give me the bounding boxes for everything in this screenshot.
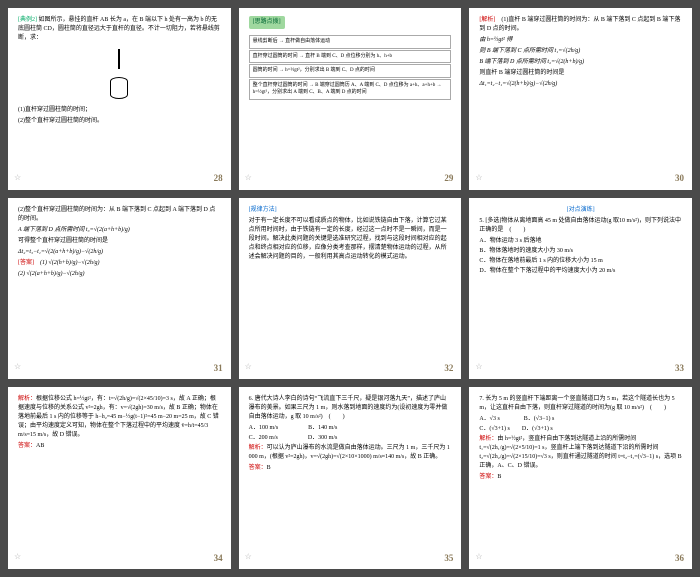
ans2: (2) √(2(a+h+b)/g)−√(2h/g) <box>18 270 221 279</box>
qnum: 7. <box>479 396 484 402</box>
formula: B 端下落到 D 点所需时间 t₂=√(2(h+b)/g) <box>479 58 682 67</box>
slide-31: (2)整个直杆穿过圆柱筒的时间为：从 B 端下落到 C 点起到 A 端下落到 D… <box>8 198 231 380</box>
choice: A．√3 s B．(√3−1) s <box>479 415 682 424</box>
cylinder <box>110 77 128 99</box>
answer: 答案：AB <box>18 442 221 451</box>
slide-34: 解析：根据位移公式 h=½gt²，有：t=√(2h/g)=√(2×45/10)=… <box>8 387 231 569</box>
formula: 则 B 端下落到 C 点所需时间 t₁=√(2h/g) <box>479 47 682 56</box>
formula: 由 h=½gt² 得 <box>479 36 682 45</box>
solution-text: [解析] (1)直杆 B 端穿过圆柱筒的时间为：从 B 端下落到 C 点起到 B… <box>479 16 682 34</box>
formula: Δt₁=t₂−t₁=√(2(h+b)/g)−√(2h/g) <box>479 80 682 89</box>
question: 7. 长为 5 m 的竖直杆下端距离一个竖直隧道口为 5 m，若这个隧道长也为 … <box>479 395 682 413</box>
qtext: 唐代大诗人李白的诗句“飞流直下三千尺，疑是银河落九天”，描述了庐山瀑布的美景。如… <box>249 396 448 420</box>
slide-29: [思路点拨] 悬线剪断后 → 直杆做自由落体运动 直杆穿过圆筒的时间 → 直杆 … <box>239 8 462 190</box>
answer-row: [答案] (1) √(2(h+b)/g)−√(2h/g) <box>18 259 221 268</box>
choice: C．200 m/s D．300 m/s <box>249 434 452 443</box>
slide-33: [对点演练] 5. [多选]物体从离地面高 45 m 处做自由落体运动(g 取1… <box>469 198 692 380</box>
problem-body: 如图所示，悬挂的直杆 AB 长为 a，在 B 端以下 h 处有一高为 b 的无底… <box>18 17 220 41</box>
star-icon: ☆ <box>245 551 252 563</box>
slide-number: 31 <box>214 362 223 376</box>
ans-text: AB <box>36 443 44 449</box>
heading-box: [思路点拨] <box>249 16 285 29</box>
flow-step: 整个直杆穿过圆筒的时间 → B 端穿过圆筒历 A、A 端到 C、D 点位移为 a… <box>249 79 452 100</box>
answer: 答案：B <box>249 464 452 473</box>
solution: 解析：可以认为庐山瀑布的水流是做自由落体运动。三尺为 1 m，三千尺为 1 00… <box>249 444 452 462</box>
text: 可得整个直杆穿过圆柱筒的时间是 <box>18 237 221 246</box>
question: 6. 唐代大诗人李白的诗句“飞流直下三千尺，疑是银河落九天”，描述了庐山瀑布的美… <box>249 395 452 422</box>
slide-35: 6. 唐代大诗人李白的诗句“飞流直下三千尺，疑是银河落九天”，描述了庐山瀑布的美… <box>239 387 462 569</box>
solution: 解析：根据位移公式 h=½gt²，有：t=√(2h/g)=√(2×45/10)=… <box>18 395 221 440</box>
question: 5. [多选]物体从离地面高 45 m 处做自由落体运动(g 取10 m/s²)… <box>479 217 682 235</box>
practice-label: [对点演练] <box>479 206 682 215</box>
answer-label: [答案] <box>18 260 34 266</box>
ans-text: B <box>267 465 271 471</box>
slide-number: 30 <box>675 172 684 186</box>
qtext: 长为 5 m 的竖直杆下端距离一个竖直隧道口为 5 m，若这个隧道长也为 5 m… <box>479 396 674 411</box>
qnum: 5. <box>479 218 484 224</box>
sol-label: 解析： <box>249 445 267 451</box>
star-icon: ☆ <box>475 551 482 563</box>
flow-step: 直杆穿过圆筒的时间 → 直杆 B 端到 C、D 点位移分别为 h、h+b <box>249 50 452 64</box>
answer: 答案：B <box>479 473 682 482</box>
ans-label: 答案： <box>18 443 36 449</box>
star-icon: ☆ <box>14 361 21 373</box>
sol-body: 根据位移公式 h=½gt²，有：t=√(2h/g)=√(2×45/10)=3 s… <box>18 396 219 438</box>
slide-number: 32 <box>444 362 453 376</box>
problem-label: [典例2] <box>18 17 37 23</box>
problem-text: [典例2] 如图所示，悬挂的直杆 AB 长为 a，在 B 端以下 h 处有一高为… <box>18 16 221 43</box>
slide-36: 7. 长为 5 m 的竖直杆下端距离一个竖直隧道口为 5 m，若这个隧道长也为 … <box>469 387 692 569</box>
flow-step: 圆筒的时间 → h=½gt²，分别求出 B 端到 C、D 点的时间 <box>249 64 452 78</box>
slide-number: 29 <box>444 172 453 186</box>
slide-number: 35 <box>444 552 453 566</box>
solution: 解析：由 h=½gt²，竖直杆自由下落到达隧道上沿的所需时间 t₁=√(2h₁/… <box>479 435 682 471</box>
question-2: (2)整个直杆穿过圆柱筒的时间。 <box>18 117 221 126</box>
star-icon: ☆ <box>14 551 21 563</box>
method-label: [规律方法] <box>249 206 452 215</box>
body: (2)整个直杆穿过圆柱筒的时间为：从 B 端下落到 C 点起到 A 端下落到 D… <box>18 206 221 224</box>
choice: C．物体在落地前最后 1 s 内的位移大小为 15 m <box>479 257 682 266</box>
blank: ( ) <box>329 414 345 420</box>
qnum: 6. <box>249 396 254 402</box>
star-icon: ☆ <box>14 172 21 184</box>
rod-cylinder-diagram <box>94 47 144 102</box>
text: 则直杆 B 端穿过圆柱筒的时间是 <box>479 69 682 78</box>
sol-body: 由 h=½gt²，竖直杆自由下落到达隧道上沿的所需时间 t₁=√(2h₁/g)=… <box>479 436 681 469</box>
ans1: (1) √(2(h+b)/g)−√(2h/g) <box>40 260 100 266</box>
slide-28: [典例2] 如图所示，悬挂的直杆 AB 长为 a，在 B 端以下 h 处有一高为… <box>8 8 231 190</box>
star-icon: ☆ <box>245 361 252 373</box>
star-icon: ☆ <box>475 361 482 373</box>
ans-label: 答案： <box>479 474 497 480</box>
slide-32: [规律方法] 对于有一定长度不可以看成质点的物体，比如说铁链自由下落，计算它过某… <box>239 198 462 380</box>
slide-30: [解析] (1)直杆 B 端穿过圆柱筒的时间为：从 B 端下落到 C 点起到 B… <box>469 8 692 190</box>
slide-number: 28 <box>214 172 223 186</box>
sol-label: 解析： <box>18 396 36 402</box>
formula: A 端下落到 D 点所需时间 t₃=√(2(a+h+b)/g) <box>18 226 221 235</box>
sol-body: 可以认为庐山瀑布的水流是做自由落体运动。三尺为 1 m，三千尺为 1 000 m… <box>249 445 450 460</box>
slide-number: 36 <box>675 552 684 566</box>
body: (1)直杆 B 端穿过圆柱筒的时间为：从 B 端下落到 C 点起到 B 端下落到… <box>479 17 680 32</box>
choice: A．物体运动 3 s 后落地 <box>479 237 682 246</box>
star-icon: ☆ <box>475 172 482 184</box>
formula: Δt₂=t₃−t₁=√(2(a+h+b)/g)−√(2h/g) <box>18 248 221 257</box>
choice: D．物体在整个下落过程中的平均速度大小为 20 m/s <box>479 267 682 276</box>
choice: B．物体落地时的速度大小为 30 m/s <box>479 247 682 256</box>
blank: ( ) <box>650 405 666 411</box>
choice: C．(√3+1) s D．(√3+1) s <box>479 425 682 434</box>
flow-diagram: 悬线剪断后 → 直杆做自由落体运动 直杆穿过圆筒的时间 → 直杆 B 端到 C、… <box>249 32 452 103</box>
sol-label: 解析： <box>479 436 497 442</box>
question-1: (1)直杆穿过圆柱筒的时间； <box>18 106 221 115</box>
rod <box>118 49 120 69</box>
ans-label: 答案： <box>249 465 267 471</box>
solution-label: [解析] <box>479 17 495 23</box>
method-body: 对于有一定长度不可以看成质点的物体，比如说铁链自由下落，计算它过某点所用时间时，… <box>249 217 452 262</box>
blank: ( ) <box>509 227 525 233</box>
choice: A．100 m/s B．140 m/s <box>249 424 452 433</box>
slide-number: 33 <box>675 362 684 376</box>
ans-text: B <box>497 474 501 480</box>
star-icon: ☆ <box>245 172 252 184</box>
slide-number: 34 <box>214 552 223 566</box>
flow-step: 悬线剪断后 → 直杆做自由落体运动 <box>249 35 452 49</box>
